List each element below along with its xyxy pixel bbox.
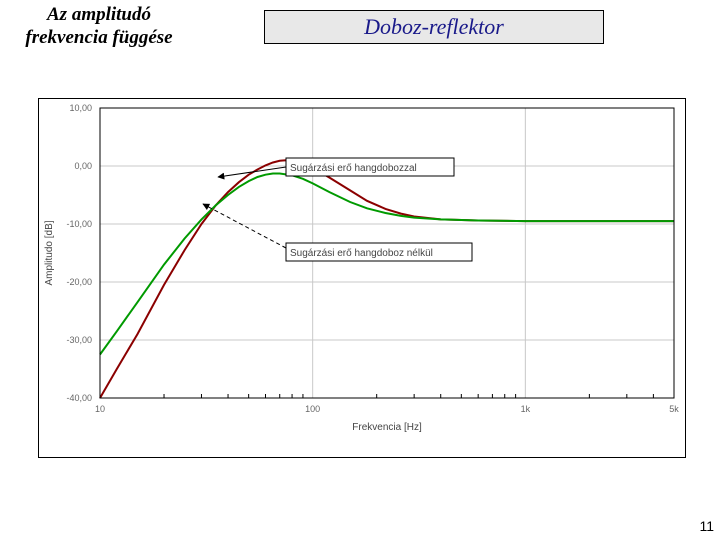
left-title-line2: frekvencia függése	[25, 27, 172, 48]
svg-text:10: 10	[95, 404, 105, 414]
svg-text:Frekvencia [Hz]: Frekvencia [Hz]	[352, 422, 422, 433]
right-title: Doboz-reflektor	[364, 14, 504, 40]
svg-text:Sugárzási erő hangdobozzal: Sugárzási erő hangdobozzal	[290, 163, 417, 174]
chart: 10,00 0,00 -10,00 -20,00 -30,00 -40,0010 100 1k…	[38, 98, 686, 458]
svg-text:-20,00: -20,00	[66, 277, 92, 287]
svg-text:5k: 5k	[669, 404, 679, 414]
svg-text:-30,00: -30,00	[66, 335, 92, 345]
svg-text:0,00: 0,00	[74, 161, 92, 171]
svg-text:Sugárzási erő hangdoboz nélkül: Sugárzási erő hangdoboz nélkül	[290, 248, 433, 259]
svg-text:10,00: 10,00	[69, 103, 92, 113]
header: Az amplitudó frekvencia függése Doboz-re…	[0, 0, 720, 50]
left-title-line1: Az amplitudó	[47, 4, 151, 25]
page-number: 11	[699, 518, 714, 534]
svg-text:1k: 1k	[521, 404, 531, 414]
svg-text:-10,00: -10,00	[66, 219, 92, 229]
svg-text:-40,00: -40,00	[66, 393, 92, 403]
svg-text:100: 100	[305, 404, 320, 414]
left-title: Az amplitudó frekvencia függése	[4, 4, 194, 50]
right-title-box: Doboz-reflektor	[264, 10, 604, 44]
chart-svg: 10,00 0,00 -10,00 -20,00 -30,00 -40,0010 100 1k…	[38, 98, 686, 458]
svg-text:Amplitudo [dB]: Amplitudo [dB]	[44, 220, 55, 285]
